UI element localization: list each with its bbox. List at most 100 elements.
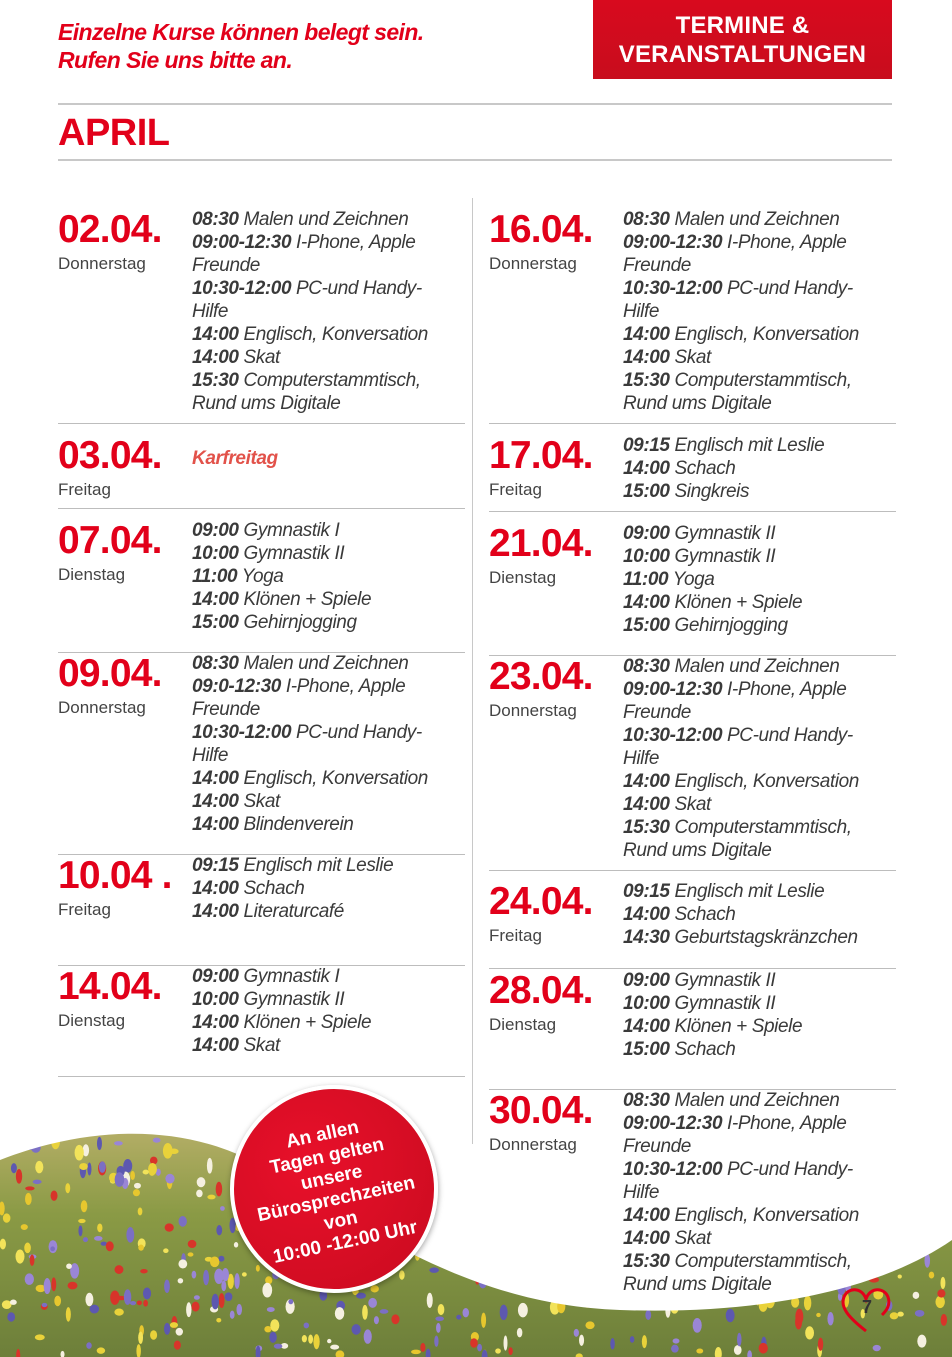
event-title: Schach [243, 878, 305, 899]
flower [937, 1289, 946, 1298]
flower [54, 1295, 62, 1307]
flower [152, 1137, 161, 1143]
flower [928, 1271, 935, 1279]
event-date: 14.04. [58, 965, 162, 1008]
event-title: Gymnastik II [243, 543, 345, 564]
event-item: 14:00 Skat [623, 1227, 868, 1250]
flower [191, 1270, 197, 1279]
event-weekday: Donnerstag [58, 698, 146, 717]
event-title: Englisch mit Leslie [674, 435, 825, 456]
flower [16, 1348, 21, 1357]
event-time: 14:00 [192, 814, 239, 835]
divider [58, 965, 465, 966]
event-item: 14:00 Schach [623, 457, 868, 480]
flower [20, 1224, 28, 1230]
flower [0, 1201, 5, 1216]
event-time: 15:30 [623, 1251, 670, 1272]
event-title: Malen und Zeichnen [243, 653, 409, 674]
event-date: 07.04. [58, 519, 162, 562]
flower [1, 1300, 12, 1309]
flower [133, 1182, 141, 1189]
flower [924, 1253, 931, 1268]
event-weekday: Dienstag [489, 1015, 557, 1034]
divider [489, 423, 896, 424]
flower [499, 1304, 508, 1321]
flower [114, 1141, 123, 1146]
event-item: 14:00 Literaturcafé [192, 900, 437, 923]
flower [234, 1273, 240, 1289]
event-date: 24.04. [489, 880, 593, 923]
flower [645, 1309, 652, 1321]
event-time: 09:15 [623, 881, 670, 902]
event-date: 03.04. [58, 434, 162, 477]
divider [489, 1089, 896, 1090]
event-time: 14:00 [623, 771, 670, 792]
flower [229, 1217, 236, 1234]
flower [79, 1162, 88, 1171]
flower [207, 1194, 216, 1200]
event-time: 09:00-12:30 [623, 679, 723, 700]
event-time: 14:30 [623, 927, 670, 948]
flower [25, 1192, 32, 1206]
flower [187, 1239, 197, 1249]
event-item: 15:00 Gehirnjogging [192, 611, 437, 634]
event-time: 08:30 [192, 209, 239, 230]
event-title: Malen und Zeichnen [674, 209, 840, 230]
event-time: 14:00 [623, 1016, 670, 1037]
event-title: Gymnastik II [243, 989, 345, 1010]
flower [51, 1277, 57, 1292]
flower [280, 1343, 289, 1349]
flower [105, 1241, 114, 1252]
flower [241, 1272, 247, 1277]
event-time: 09:00-12:30 [623, 232, 723, 253]
event-item: 14:00 Englisch, Konversation [623, 1204, 868, 1227]
event-title: Englisch, Konversation [674, 1205, 860, 1226]
event-time: 09:0-12:30 [192, 676, 281, 697]
event-title: Geburtstagskränzchen [674, 927, 859, 948]
event-time: 08:30 [623, 1090, 670, 1111]
page-number-heart: 7 [838, 1285, 894, 1335]
flower [143, 1299, 148, 1307]
flower [89, 1304, 100, 1314]
event-time: 10:00 [192, 543, 239, 564]
event-weekday: Freitag [58, 900, 111, 919]
flower [60, 1350, 65, 1357]
event-item: 09:00-12:30 I-Phone, Apple Freunde [192, 231, 437, 277]
flower [65, 1183, 71, 1194]
flower [66, 1263, 72, 1269]
flower [436, 1322, 441, 1333]
event-item: 14:30 Geburtstagskränzchen [623, 926, 868, 949]
month-title: APRIL [58, 112, 170, 154]
flower [897, 1274, 902, 1279]
flower [221, 1280, 227, 1292]
flower [391, 1314, 400, 1325]
event-title: Malen und Zeichnen [243, 209, 409, 230]
divider [489, 655, 896, 656]
event-item: 10:00 Gymnastik II [192, 988, 437, 1011]
event-list: 09:15 Englisch mit Leslie 14:00 Schach 14:… [192, 854, 437, 923]
event-title: Klönen + Spiele [674, 592, 803, 613]
flower [334, 1307, 345, 1320]
event-weekday: Donnerstag [489, 1135, 577, 1154]
event-date: 17.04. [489, 434, 593, 477]
event-time: 11:00 [192, 566, 238, 587]
flower [29, 1254, 35, 1266]
flower [138, 1331, 144, 1344]
event-title: Klönen + Spiele [674, 1016, 803, 1037]
event-title: Computerstammtisch, Rund ums Digitale [623, 817, 852, 861]
flower [912, 1291, 920, 1299]
flower [363, 1329, 372, 1344]
event-item: 14:00 Englisch, Konversation [192, 323, 437, 346]
flower [456, 1314, 462, 1320]
event-item: 09:15 Englisch mit Leslie [192, 854, 437, 877]
flower [211, 1293, 219, 1310]
flower [872, 1344, 881, 1352]
flower [155, 1168, 161, 1176]
flower [7, 1312, 16, 1322]
event-item: 09:00 Gymnastik II [623, 969, 868, 992]
event-date: 23.04. [489, 655, 593, 698]
event-time: 15:30 [192, 370, 239, 391]
flower [140, 1269, 148, 1274]
event-title: I-Phone, Apple Freunde [623, 232, 847, 276]
event-item: 10:00 Gymnastik II [623, 545, 868, 568]
